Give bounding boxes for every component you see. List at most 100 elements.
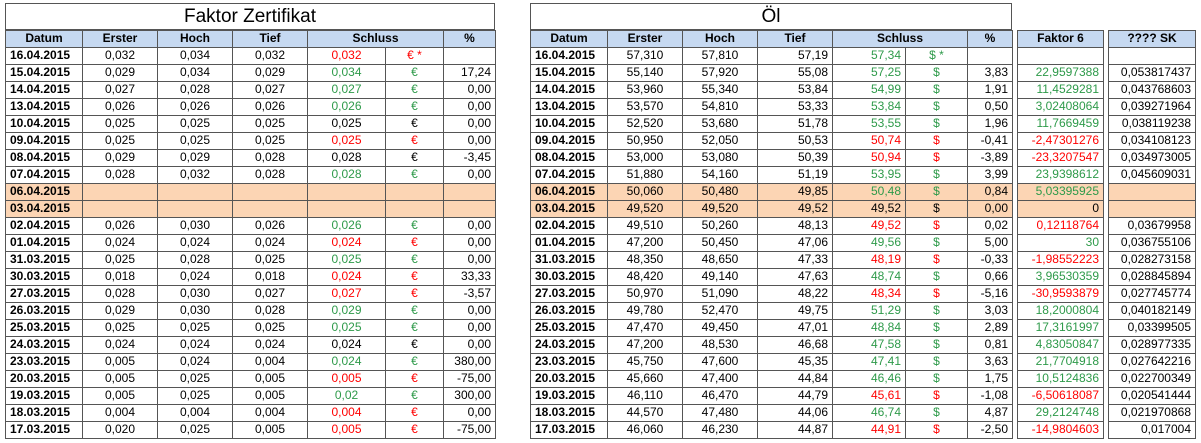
value-cell: -14,9804603 [1017,421,1104,439]
value-cell: 0,028 [232,302,308,320]
value-cell [157,200,233,218]
value-cell: $ [905,370,968,388]
value-cell: 48,84 [832,319,906,337]
value-cell: $ [905,421,968,439]
value-cell: 49,780 [607,302,683,320]
date-cell: 07.04.2015 [5,166,83,184]
column-header: Erster [82,30,158,48]
value-cell: 47,06 [757,234,833,252]
value-cell: $ [905,149,968,167]
value-cell: 49,520 [607,200,683,218]
value-cell [385,183,444,201]
date-cell: 06.04.2015 [530,183,608,201]
value-cell: 47,01 [757,319,833,337]
value-cell: 49,450 [682,319,758,337]
value-cell: 0,004 [157,404,233,422]
value-cell: 0,032 [307,47,386,65]
value-cell: € [385,353,444,371]
value-cell: 0,024 [307,336,386,354]
value-cell: € [385,98,444,116]
value-cell [82,200,158,218]
value-cell: 0,025 [307,319,386,337]
date-cell: 23.03.2015 [5,353,83,371]
value-cell: 11,4529281 [1017,81,1104,99]
value-cell: 0,029 [82,64,158,82]
value-cell: 0,024 [232,336,308,354]
value-cell: 51,19 [757,166,833,184]
date-cell: 16.04.2015 [5,47,83,65]
value-cell: 0,00 [443,234,496,252]
value-cell: 46,110 [607,387,683,405]
value-cell: 44,87 [757,421,833,439]
value-cell: € [385,268,444,286]
column-header: Tief [757,30,833,48]
value-cell: 46,74 [832,404,906,422]
value-cell: € [385,336,444,354]
date-cell: 24.03.2015 [530,336,608,354]
value-cell: 0,00 [443,166,496,184]
value-cell: 0,00 [443,302,496,320]
value-cell: $ [905,183,968,201]
value-cell: $ [905,302,968,320]
value-cell: 49,85 [757,183,833,201]
column-header: Erster [607,30,683,48]
value-cell: 0,038119238 [1108,115,1196,133]
date-cell: 31.03.2015 [5,251,83,269]
value-cell: 0,00 [443,251,496,269]
value-cell: 49,140 [682,268,758,286]
value-cell: 0,025 [232,319,308,337]
column-header: Datum [530,30,608,48]
value-cell: 0,02 [967,217,1013,235]
date-cell: 09.04.2015 [530,132,608,150]
value-cell: 0,005 [82,387,158,405]
value-cell: 0,020 [82,421,158,439]
date-cell: 10.04.2015 [5,115,83,133]
value-cell: 46,46 [832,370,906,388]
value-cell: 45,35 [757,353,833,371]
value-cell: 0,027642216 [1108,353,1196,371]
value-cell: $ [905,251,968,269]
value-cell: 51,880 [607,166,683,184]
value-cell: 44,79 [757,387,833,405]
value-cell: 3,02408064 [1017,98,1104,116]
value-cell: 0,053817437 [1108,64,1196,82]
value-cell: 52,050 [682,132,758,150]
value-cell: $ [905,166,968,184]
value-cell: 0,025 [307,115,386,133]
value-cell: 0,021970868 [1108,404,1196,422]
value-cell: 17,24 [443,64,496,82]
value-cell: 0,027 [232,285,308,303]
date-cell: 26.03.2015 [5,302,83,320]
value-cell: 44,91 [832,421,906,439]
value-cell: -0,33 [967,251,1013,269]
value-cell: 0,00 [443,81,496,99]
value-cell: 57,34 [832,47,906,65]
value-cell: -3,57 [443,285,496,303]
value-cell: 0,026 [307,217,386,235]
column-header: Hoch [157,30,233,48]
value-cell: 0,026 [82,217,158,235]
column-header: Schluss [832,30,968,48]
value-cell: 53,84 [832,98,906,116]
value-cell: 47,200 [607,336,683,354]
value-cell: 0,034 [157,47,233,65]
column-header: Schluss [307,30,444,48]
value-cell: 49,52 [832,200,906,218]
value-cell: $ [905,336,968,354]
value-cell: 4,83050847 [1017,336,1104,354]
value-cell: -0,41 [967,132,1013,150]
value-cell: 52,520 [607,115,683,133]
value-cell: 5,03395925 [1017,183,1104,201]
value-cell: -23,3207547 [1017,149,1104,167]
value-cell: $ * [905,47,968,65]
value-cell: -30,9593879 [1017,285,1104,303]
value-cell: 0,030 [157,217,233,235]
value-cell: 0,66 [967,268,1013,286]
date-cell: 25.03.2015 [530,319,608,337]
value-cell: 0,00 [443,336,496,354]
value-cell: 48,19 [832,251,906,269]
table-title: Faktor Zertifikat [5,3,495,30]
value-cell: 0,004 [232,404,308,422]
date-cell: 27.03.2015 [5,285,83,303]
value-cell: 55,140 [607,64,683,82]
